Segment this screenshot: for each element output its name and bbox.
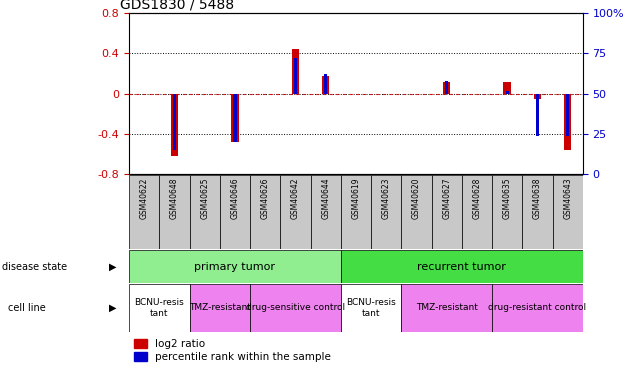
- Text: GSM40648: GSM40648: [170, 177, 179, 219]
- Bar: [445, 81, 448, 94]
- Bar: [522, 175, 553, 249]
- Bar: [173, 94, 176, 150]
- Text: GDS1830 / 5488: GDS1830 / 5488: [120, 0, 234, 12]
- Bar: [536, 94, 539, 136]
- Bar: [564, 94, 571, 150]
- Bar: [371, 175, 401, 249]
- Text: GSM40628: GSM40628: [472, 177, 481, 219]
- Bar: [401, 175, 432, 249]
- Bar: [462, 175, 492, 249]
- Bar: [432, 175, 462, 249]
- Bar: [250, 175, 280, 249]
- Bar: [292, 50, 299, 94]
- Bar: [492, 284, 583, 332]
- Text: GSM40622: GSM40622: [140, 177, 149, 219]
- Bar: [506, 90, 508, 94]
- Bar: [341, 175, 371, 249]
- Bar: [171, 94, 178, 156]
- Text: ▶: ▶: [109, 262, 117, 272]
- Text: GSM40626: GSM40626: [261, 177, 270, 219]
- Bar: [129, 175, 159, 249]
- Bar: [159, 175, 190, 249]
- Bar: [443, 82, 450, 94]
- Bar: [220, 175, 250, 249]
- Bar: [492, 175, 522, 249]
- Text: GSM40625: GSM40625: [200, 177, 209, 219]
- Text: GSM40643: GSM40643: [563, 177, 572, 219]
- Bar: [534, 94, 541, 99]
- Bar: [503, 82, 511, 94]
- Text: drug-resistant control: drug-resistant control: [488, 303, 587, 312]
- Text: primary tumor: primary tumor: [195, 262, 275, 272]
- Text: recurrent tumor: recurrent tumor: [417, 262, 507, 272]
- Bar: [231, 94, 239, 142]
- Bar: [311, 175, 341, 249]
- Text: BCNU-resis
tant: BCNU-resis tant: [135, 298, 184, 318]
- Text: GSM40635: GSM40635: [503, 177, 512, 219]
- Text: GSM40627: GSM40627: [442, 177, 451, 219]
- Text: GSM40623: GSM40623: [382, 177, 391, 219]
- Bar: [190, 175, 220, 249]
- Bar: [341, 284, 401, 332]
- Text: drug-sensitive control: drug-sensitive control: [246, 303, 345, 312]
- Text: GSM40619: GSM40619: [352, 177, 360, 219]
- Bar: [129, 250, 341, 283]
- Bar: [190, 284, 250, 332]
- Text: GSM40638: GSM40638: [533, 177, 542, 219]
- Text: GSM40644: GSM40644: [321, 177, 330, 219]
- Text: ▶: ▶: [109, 303, 117, 313]
- Bar: [553, 175, 583, 249]
- Bar: [401, 284, 492, 332]
- Text: BCNU-resis
tant: BCNU-resis tant: [346, 298, 396, 318]
- Bar: [280, 175, 311, 249]
- Text: TMZ-resistant: TMZ-resistant: [416, 303, 478, 312]
- Text: cell line: cell line: [8, 303, 45, 313]
- Text: disease state: disease state: [2, 262, 67, 272]
- Bar: [294, 58, 297, 94]
- Bar: [324, 74, 327, 94]
- Bar: [234, 94, 236, 142]
- Text: GSM40620: GSM40620: [412, 177, 421, 219]
- Text: TMZ-resistant: TMZ-resistant: [189, 303, 251, 312]
- Text: GSM40642: GSM40642: [291, 177, 300, 219]
- Bar: [129, 284, 190, 332]
- Bar: [250, 284, 341, 332]
- Bar: [566, 94, 569, 136]
- Legend: log2 ratio, percentile rank within the sample: log2 ratio, percentile rank within the s…: [134, 339, 331, 362]
- Text: GSM40646: GSM40646: [231, 177, 239, 219]
- Bar: [322, 76, 329, 94]
- Bar: [341, 250, 583, 283]
